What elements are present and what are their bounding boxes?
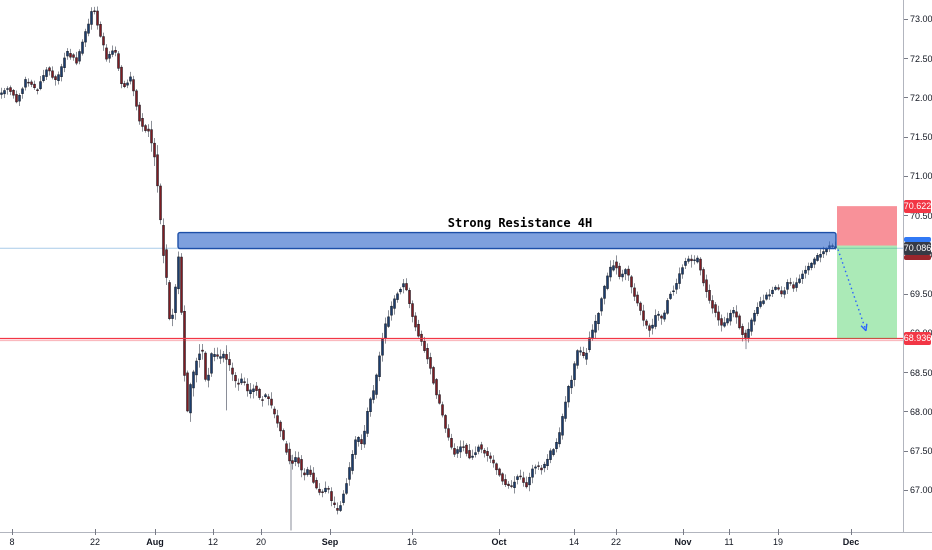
y-tick-label: 70.500 [910,210,932,221]
y-tick-label: 69.500 [910,289,932,300]
y-tick [904,411,908,413]
price-axis[interactable]: 73.000 72.500 72.000 71.500 71.000 70.500 70.0… [903,0,932,532]
current-price-label: 70.086 [903,241,932,255]
candles [0,6,837,515]
covered-price-label-sliver [904,236,931,242]
risk-box[interactable] [837,206,897,246]
x-tick [330,529,331,535]
y-tick [904,489,908,491]
x-tick [155,529,156,535]
x-tick-label: Aug [146,537,164,547]
y-tick [904,372,908,374]
price-chart-canvas[interactable] [0,0,903,532]
x-tick-label: Dec [842,537,860,547]
x-tick [95,529,96,535]
x-tick-label: 14 [568,537,580,547]
x-tick [778,529,779,535]
y-tick-label: 68.000 [910,406,932,417]
y-tick-label: 70.000 [910,250,932,260]
y-tick [904,215,908,217]
y-tick [904,450,908,452]
x-tick [729,529,730,535]
y-tick [904,18,908,20]
reward-box[interactable] [837,245,897,339]
covered-price-label-sliver [904,255,931,260]
x-tick-label: Nov [674,537,692,547]
stop-price-label: 70.622 [903,199,932,213]
x-tick-label: 22 [89,537,101,547]
x-tick-label: 22 [610,537,622,547]
x-tick-label: 16 [406,537,418,547]
x-tick-label: Oct [491,537,507,547]
x-tick [412,529,413,535]
y-tick-label: 73.000 [910,14,932,25]
spike-wicks [226,329,747,531]
y-tick [904,58,908,60]
x-tick [12,529,13,535]
x-tick [574,529,575,535]
resistance-zone-rect[interactable] [177,231,837,250]
x-tick [499,529,500,535]
x-tick [616,529,617,535]
x-tick [683,529,684,535]
x-tick-label: 20 [255,537,267,547]
x-tick [213,529,214,535]
x-tick [261,529,262,535]
y-tick-label: 68.500 [910,367,932,378]
target-price-label: 68.936 [903,331,932,345]
y-tick [904,136,908,138]
y-tick-label: 72.500 [910,53,932,64]
y-tick [904,254,908,256]
y-tick-label: 67.000 [910,485,932,496]
time-axis[interactable]: 8 22 Aug 12 20 Sep 16 Oct 14 22 Nov 11 19 Dec [0,532,932,550]
axis-separator [903,0,904,18]
y-tick-label: 72.000 [910,92,932,103]
y-tick-label: 71.500 [910,132,932,143]
x-tick-label: 19 [772,537,784,547]
x-tick-label: 11 [724,537,734,547]
trend-arrow[interactable] [837,249,868,332]
x-tick-label: 8 [9,537,15,547]
y-tick [904,293,908,295]
x-tick [851,529,852,535]
y-tick [904,175,908,177]
y-tick-label: 71.000 [910,171,932,182]
y-tick-label: 67.500 [910,446,932,457]
x-tick-label: Sep [321,537,339,547]
x-tick-label: 12 [207,537,219,547]
y-tick [904,97,908,99]
resistance-annotation-text[interactable]: Strong Resistance 4H [447,216,593,230]
